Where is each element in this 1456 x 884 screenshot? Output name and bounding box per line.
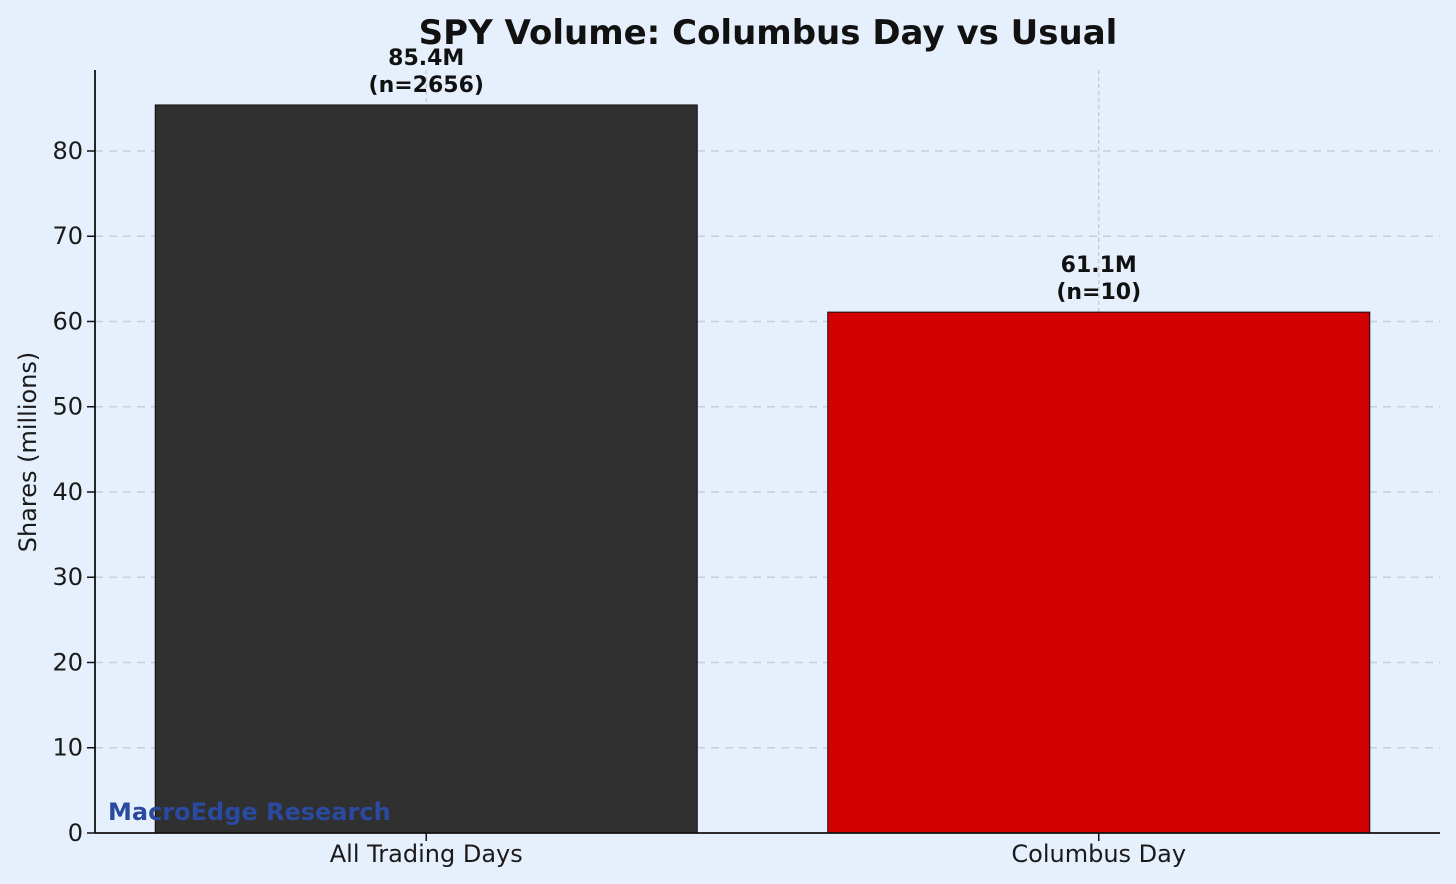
watermark: MacroEdge Research — [108, 798, 391, 826]
y-tick-label-30: 30 — [52, 563, 83, 591]
y-tick-label-20: 20 — [52, 648, 83, 676]
data-label-n-0: (n=2656) — [369, 73, 484, 98]
y-tick-label-60: 60 — [52, 307, 83, 335]
y-tick-label-0: 0 — [68, 819, 83, 847]
y-tick-label-80: 80 — [52, 137, 83, 165]
data-labels: 85.4M(n=2656) 61.1M(n=10) — [369, 46, 1142, 305]
data-label-n-1: (n=10) — [1056, 280, 1141, 305]
y-tick-label-40: 40 — [52, 478, 83, 506]
data-label-value-0: 85.4M — [388, 46, 464, 71]
axes: 0 10 20 30 40 50 60 70 80 All Trading Days Columbu… — [52, 70, 1440, 868]
bars — [154, 104, 1371, 834]
y-tick-label-70: 70 — [52, 222, 83, 250]
data-label-value-1: 61.1M — [1061, 253, 1137, 278]
bar-1 — [827, 311, 1371, 834]
x-tick-label-0: All Trading Days — [330, 840, 523, 868]
bar-0 — [154, 104, 698, 834]
y-tick-label-50: 50 — [52, 393, 83, 421]
chart-title: SPY Volume: Columbus Day vs Usual — [419, 13, 1118, 53]
y-axis-label: Shares (millions) — [14, 352, 42, 553]
x-tick-label-1: Columbus Day — [1011, 840, 1186, 868]
y-tick-label-10: 10 — [52, 734, 83, 762]
